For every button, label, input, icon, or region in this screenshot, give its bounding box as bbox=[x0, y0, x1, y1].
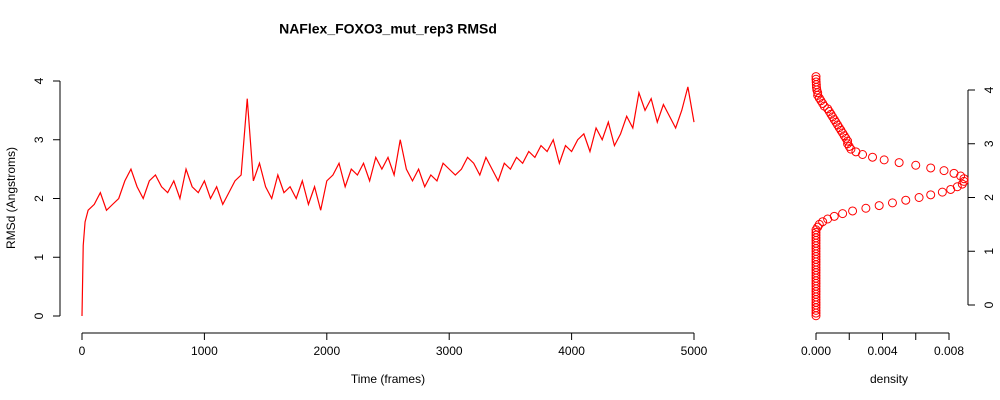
y-tick-label: 2 bbox=[982, 194, 996, 201]
point bbox=[829, 115, 839, 125]
point bbox=[911, 160, 921, 170]
y-tick-label: 3 bbox=[982, 140, 996, 147]
point bbox=[874, 201, 884, 211]
point bbox=[937, 187, 947, 197]
point bbox=[894, 158, 904, 168]
point bbox=[851, 147, 861, 157]
point bbox=[959, 176, 969, 186]
y-tick-label: 0 bbox=[32, 312, 46, 319]
point bbox=[811, 72, 821, 82]
x-tick-label: 1000 bbox=[191, 344, 218, 358]
point bbox=[914, 193, 924, 202]
point bbox=[828, 112, 838, 122]
point bbox=[834, 123, 844, 133]
y-tick-label: 3 bbox=[32, 136, 46, 143]
point bbox=[843, 136, 853, 146]
y-tick-label: 4 bbox=[32, 77, 46, 84]
x-axis-label: density bbox=[870, 372, 908, 386]
point bbox=[926, 163, 936, 173]
point bbox=[818, 217, 828, 227]
x-tick-label: 0.008 bbox=[934, 344, 964, 358]
y-tick-label: 0 bbox=[982, 301, 996, 308]
point bbox=[811, 74, 821, 84]
x-tick-label: 4000 bbox=[558, 344, 585, 358]
point bbox=[831, 117, 841, 127]
point bbox=[816, 96, 826, 106]
x-tick-label: 2000 bbox=[313, 344, 340, 358]
point bbox=[879, 155, 889, 165]
x-tick-label: 0.004 bbox=[867, 344, 897, 358]
point bbox=[959, 174, 969, 184]
point bbox=[949, 168, 959, 178]
point bbox=[887, 198, 897, 208]
y-tick-label: 1 bbox=[982, 248, 996, 255]
point bbox=[843, 139, 853, 149]
point bbox=[846, 144, 856, 154]
point bbox=[838, 128, 848, 138]
point bbox=[824, 107, 834, 116]
point bbox=[841, 133, 851, 143]
point bbox=[901, 195, 911, 205]
x-tick-label: 0.000 bbox=[801, 344, 831, 358]
x-tick-label: 0 bbox=[79, 344, 86, 358]
point bbox=[813, 222, 823, 232]
point bbox=[811, 225, 821, 235]
point bbox=[939, 166, 949, 176]
point bbox=[833, 120, 843, 130]
point bbox=[926, 190, 936, 200]
point bbox=[868, 152, 878, 162]
point bbox=[823, 104, 833, 114]
line bbox=[81, 86, 695, 317]
point bbox=[814, 219, 824, 229]
point bbox=[819, 101, 829, 111]
point bbox=[952, 182, 962, 192]
point bbox=[839, 131, 849, 141]
y-tick-label: 4 bbox=[982, 86, 996, 93]
x-axis-label: Time (frames) bbox=[351, 372, 425, 386]
x-tick-label: 5000 bbox=[681, 344, 708, 358]
y-axis-label: RMSd (Angstroms) bbox=[4, 147, 18, 249]
point bbox=[844, 141, 854, 151]
x-tick-label: 3000 bbox=[436, 344, 463, 358]
point bbox=[811, 77, 821, 87]
point bbox=[838, 209, 848, 219]
chart-title: NAFlex_FOXO3_mut_rep3 RMSd bbox=[279, 21, 497, 37]
point bbox=[818, 98, 828, 108]
y-tick-label: 2 bbox=[32, 195, 46, 202]
point bbox=[848, 206, 858, 216]
point bbox=[811, 227, 821, 237]
point bbox=[861, 203, 871, 213]
y-tick-label: 1 bbox=[32, 254, 46, 261]
point bbox=[814, 93, 824, 103]
point bbox=[826, 109, 836, 119]
point bbox=[829, 211, 839, 221]
point bbox=[836, 125, 846, 135]
